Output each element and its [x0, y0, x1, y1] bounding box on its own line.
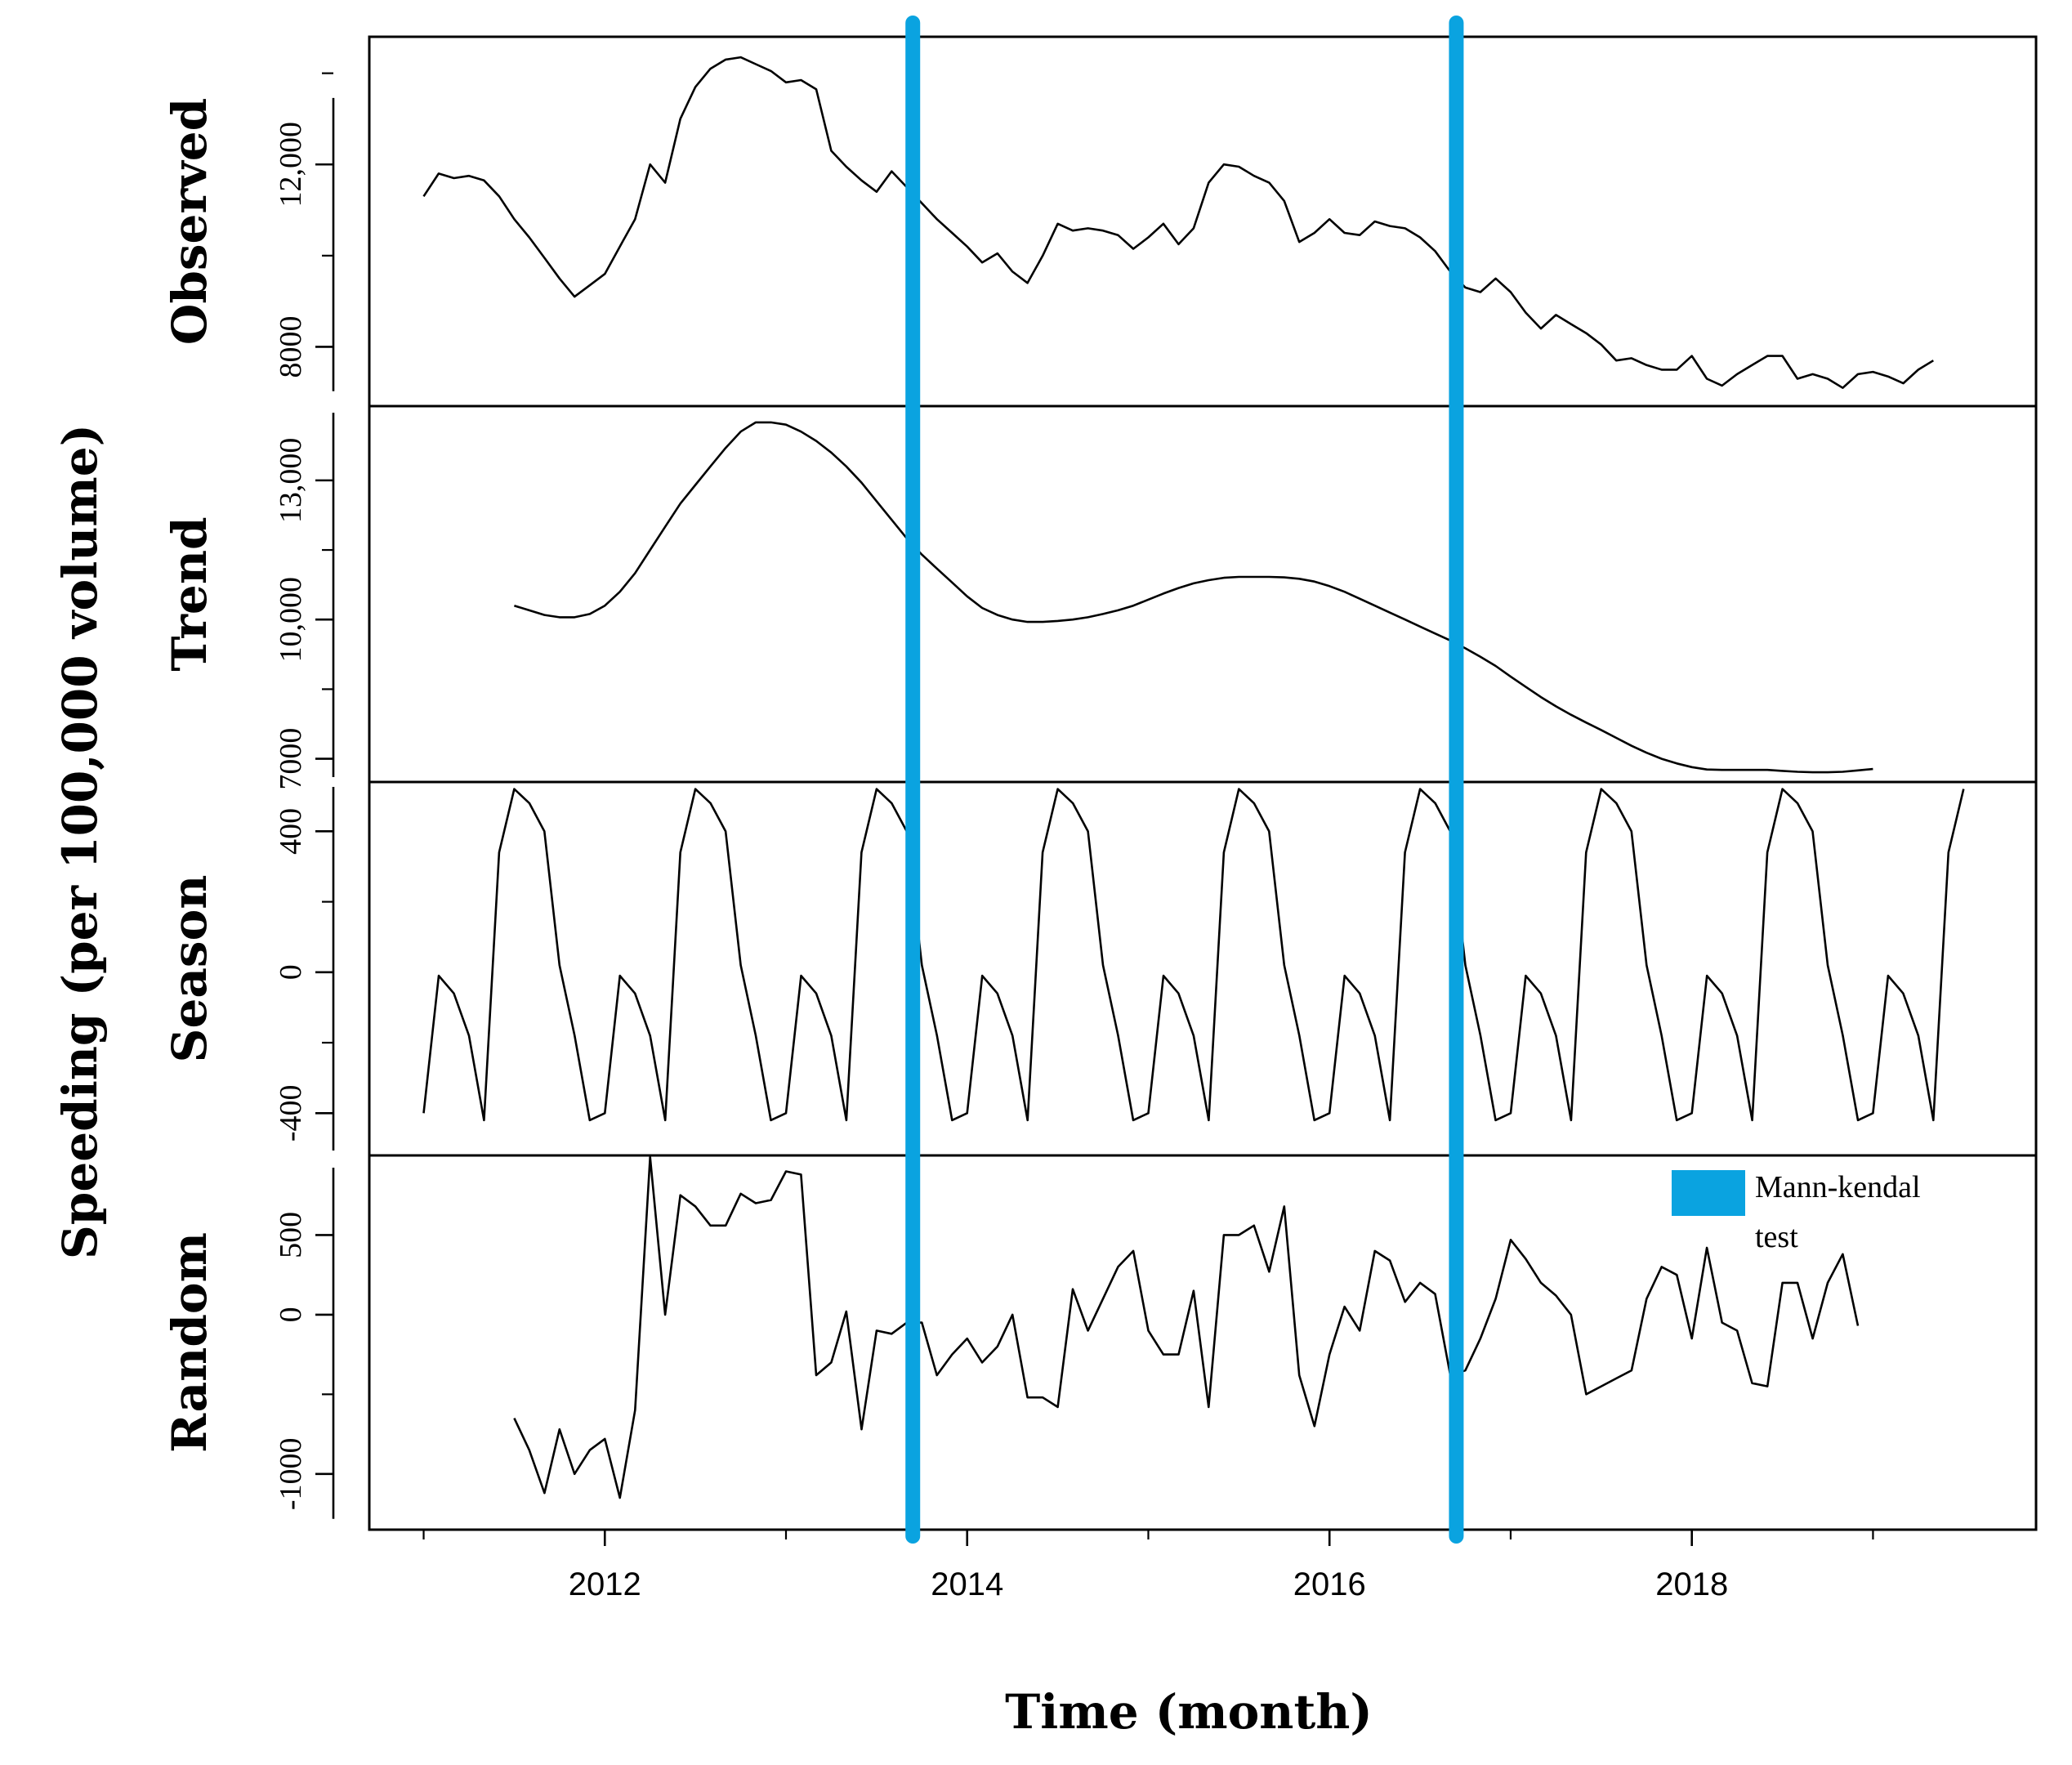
observed-series-line [422, 56, 1934, 389]
observed-y-tick-label: 12,000 [274, 122, 308, 208]
breakpoint-layer [905, 16, 1745, 1544]
legend-swatch [1672, 1170, 1745, 1216]
season-panel-label: Season [162, 875, 217, 1063]
random-y-tick-label: -1000 [274, 1437, 308, 1510]
x-tick-label: 2014 [931, 1566, 1003, 1602]
legend-label-line2: test [1755, 1220, 1798, 1254]
trend-panel-label: Trend [162, 516, 217, 671]
observed-panel-label: Observed [162, 98, 217, 345]
observed-y-tick-label: 8000 [274, 316, 308, 378]
season-series-line [422, 788, 1965, 1122]
season-y-tick-label: 0 [274, 964, 308, 980]
random-series-line [513, 1155, 1860, 1499]
x-tick-label: 2018 [1655, 1566, 1728, 1602]
trend-panel-frame [368, 404, 2038, 784]
legend-label-line1: Mann-kendal [1755, 1170, 1921, 1204]
x-tick-label: 2012 [569, 1566, 641, 1602]
random-y-tick-label: 500 [274, 1212, 308, 1258]
series-layer [422, 56, 1965, 1499]
axes-layer: 8000 12,000 Observed 7000 10,000 13,000 Trend -… [162, 35, 2038, 1602]
label-layer: Time (month) Speeding (per 100,000 volum… [52, 424, 1921, 1740]
trend-y-tick-label: 10,000 [274, 577, 308, 663]
random-y-tick-label: 0 [274, 1307, 308, 1322]
trend-series-line [514, 421, 1873, 774]
y-axis-label: Speeding (per 100,000 volume) [52, 424, 108, 1259]
season-panel-frame [368, 780, 2038, 1157]
season-y-tick-label: 400 [274, 808, 308, 855]
random-panel-frame [368, 1154, 2038, 1531]
trend-y-tick-label: 7000 [274, 728, 308, 790]
x-tick-label: 2016 [1293, 1566, 1366, 1602]
random-panel-label: Random [162, 1232, 217, 1453]
observed-panel-frame [368, 35, 2038, 408]
season-y-tick-label: -400 [274, 1084, 308, 1142]
trend-y-tick-label: 13,000 [274, 438, 308, 524]
x-axis-label: Time (month) [1005, 1684, 1373, 1740]
